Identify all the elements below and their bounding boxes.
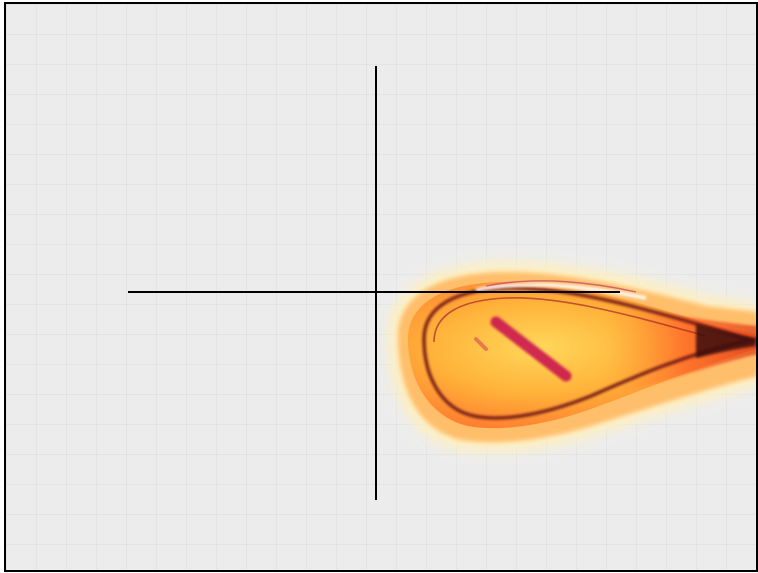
micrograph-image (128, 66, 756, 500)
crosshair (128, 66, 620, 500)
droplet-inner-rim (433, 297, 707, 343)
droplet-highlight (475, 282, 647, 300)
droplet-rim (422, 286, 756, 420)
image-frame (4, 2, 758, 572)
droplet-tail-shadow (696, 324, 756, 358)
inner-streak (490, 316, 572, 382)
